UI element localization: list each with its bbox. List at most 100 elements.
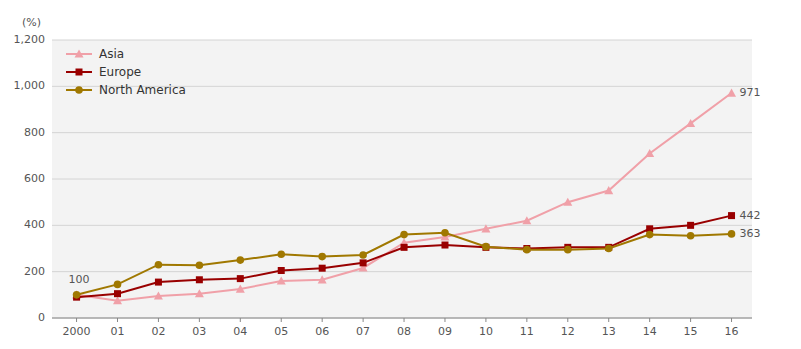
grid-line <box>52 271 752 272</box>
series-line <box>77 233 732 295</box>
x-tick <box>117 318 118 322</box>
marker <box>277 276 286 284</box>
x-tick-label: 04 <box>233 325 247 338</box>
marker <box>727 89 736 97</box>
x-tick <box>526 318 527 322</box>
marker <box>522 216 531 224</box>
marker <box>687 232 695 240</box>
plot-area <box>52 40 752 318</box>
grid-line <box>52 40 752 41</box>
x-tick <box>199 318 200 322</box>
legend-marker <box>76 69 83 76</box>
x-tick-label: 16 <box>725 325 739 338</box>
series-line <box>77 93 732 301</box>
marker <box>441 229 449 237</box>
x-tick <box>649 318 650 322</box>
y-tick-label: 1,000 <box>14 79 46 92</box>
x-tick-label: 01 <box>110 325 124 338</box>
x-tick <box>158 318 159 322</box>
marker <box>73 291 81 299</box>
x-tick-label: 08 <box>397 325 411 338</box>
y-tick-label: 1,200 <box>14 33 46 46</box>
x-tick <box>444 318 445 322</box>
x-tick <box>363 318 364 322</box>
marker <box>318 275 327 283</box>
x-tick <box>690 318 691 322</box>
x-tick-label: 10 <box>479 325 493 338</box>
chart: 0 200 400 600 800 1,000 1,200 2000 01 02 03 04 05 06 0… <box>0 0 801 349</box>
marker <box>236 285 245 293</box>
marker <box>154 291 163 299</box>
x-tick <box>567 318 568 322</box>
marker <box>319 265 326 272</box>
x-tick-label: 09 <box>438 325 452 338</box>
marker <box>481 224 490 232</box>
marker <box>645 149 654 157</box>
marker <box>646 231 654 239</box>
legend-label: North America <box>99 83 186 97</box>
x-tick <box>731 318 732 322</box>
marker <box>728 230 736 238</box>
marker <box>728 212 735 219</box>
x-tick-label: 02 <box>151 325 165 338</box>
marker <box>604 186 613 194</box>
annotation: 442 <box>740 209 761 222</box>
marker <box>523 246 531 254</box>
marker <box>237 256 245 264</box>
marker <box>278 267 285 274</box>
marker <box>401 244 408 251</box>
grid-line <box>52 318 752 319</box>
y-tick-label: 800 <box>24 126 45 139</box>
x-tick <box>404 318 405 322</box>
x-tick <box>322 318 323 322</box>
marker <box>155 261 163 269</box>
series-line <box>77 216 732 298</box>
x-tick-label: 12 <box>561 325 575 338</box>
x-tick-label: 15 <box>684 325 698 338</box>
x-tick-label: 13 <box>602 325 616 338</box>
marker <box>605 245 613 253</box>
legend-marker <box>75 50 84 58</box>
marker <box>360 259 367 266</box>
x-tick-label: 2000 <box>63 325 91 338</box>
marker <box>196 276 203 283</box>
marker <box>563 198 572 206</box>
marker <box>113 296 122 304</box>
marker <box>686 119 695 127</box>
y-axis-label: (%) <box>22 16 41 29</box>
x-tick-label: 06 <box>315 325 329 338</box>
series-group <box>72 89 736 305</box>
legend-marker <box>75 86 83 94</box>
marker <box>482 244 489 251</box>
marker <box>687 222 694 229</box>
annotation: 100 <box>69 273 90 286</box>
marker <box>564 246 572 254</box>
annotation: 363 <box>740 227 761 240</box>
x-tick-label: 07 <box>356 325 370 338</box>
x-tick-label: 05 <box>274 325 288 338</box>
y-tick-label: 0 <box>38 311 45 324</box>
annotation: 971 <box>740 86 761 99</box>
x-tick <box>76 318 77 322</box>
y-tick-label: 600 <box>24 172 45 185</box>
marker <box>114 281 122 289</box>
legend-label: Asia <box>99 47 124 61</box>
x-tick <box>281 318 282 322</box>
x-tick-label: 11 <box>520 325 534 338</box>
marker <box>195 289 204 297</box>
marker <box>318 253 326 261</box>
y-tick-label: 400 <box>24 218 45 231</box>
marker <box>400 231 408 239</box>
x-tick <box>485 318 486 322</box>
marker <box>114 290 121 297</box>
x-tick-label: 03 <box>192 325 206 338</box>
x-tick <box>608 318 609 322</box>
marker <box>237 275 244 282</box>
grid-line <box>52 132 752 133</box>
x-tick <box>240 318 241 322</box>
y-grid <box>52 40 752 318</box>
marker <box>359 251 367 259</box>
y-tick-label: 200 <box>24 265 45 278</box>
marker <box>482 243 490 251</box>
grid-line <box>52 179 752 180</box>
